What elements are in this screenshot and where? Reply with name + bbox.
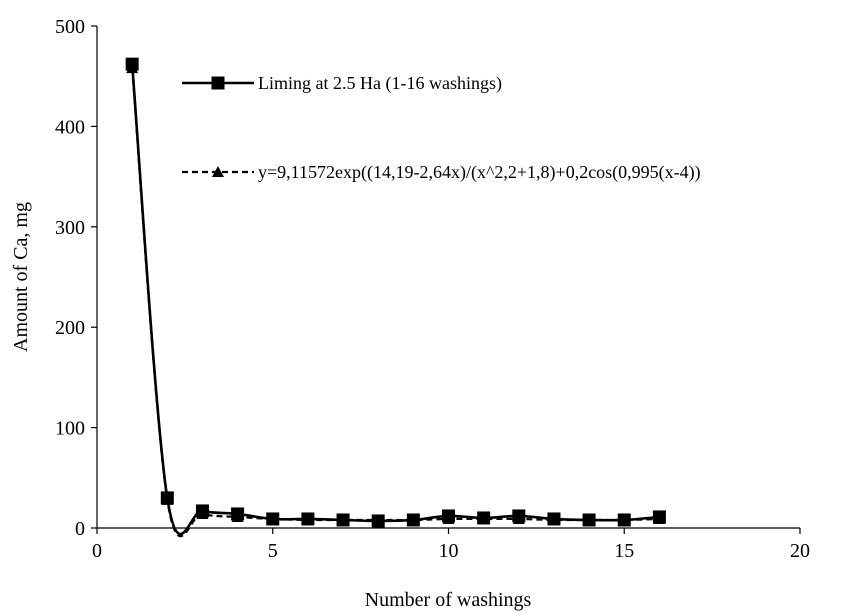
data-point-square	[652, 510, 666, 524]
legend-entry-fit: y=9,11572exp((14,19-2,64x)/(x^2,2+1,8)+0…	[182, 162, 701, 183]
x-tick-label: 15	[614, 540, 634, 562]
y-tick-label: 0	[75, 518, 85, 540]
legend-marker	[212, 166, 224, 177]
y-tick-label: 400	[55, 116, 85, 138]
data-point-square	[266, 512, 280, 526]
y-tick-label: 100	[55, 418, 85, 440]
y-tick-label: 500	[55, 16, 85, 38]
data-point-square	[336, 513, 350, 527]
data-point-square	[477, 511, 491, 525]
series-data	[125, 57, 666, 536]
data-point-square	[512, 509, 526, 523]
data-point-square	[406, 513, 420, 527]
legend-entry-data: Liming at 2.5 Ha (1-16 washings)	[182, 73, 502, 94]
legend-marker	[211, 76, 225, 90]
data-point-square	[125, 57, 139, 71]
data-point-square	[547, 512, 561, 526]
x-tick-label: 0	[92, 540, 102, 562]
data-point-square	[582, 513, 596, 527]
data-point-square	[160, 491, 174, 505]
data-point-square	[231, 507, 245, 521]
series-layer	[125, 57, 666, 538]
data-point-square	[195, 504, 209, 518]
data-point-square	[617, 513, 631, 527]
fit-line	[131, 68, 660, 538]
x-axis-title: Number of washings	[365, 589, 532, 611]
x-tick-label: 5	[268, 540, 278, 562]
data-point-square	[442, 509, 455, 523]
x-tick-label: 10	[439, 540, 459, 562]
y-tick-label: 300	[55, 217, 85, 239]
series-fit	[126, 62, 666, 538]
data-line	[130, 64, 660, 536]
legend-label: y=9,11572exp((14,19-2,64x)/(x^2,2+1,8)+0…	[258, 162, 701, 183]
data-point-square	[301, 512, 315, 526]
x-tick-label: 20	[790, 540, 810, 562]
data-point-square	[371, 514, 385, 528]
y-axis-title: Amount of Ca, mg	[10, 202, 32, 352]
y-tick-label: 200	[55, 317, 85, 339]
legend-label: Liming at 2.5 Ha (1-16 washings)	[258, 73, 502, 94]
legend: Liming at 2.5 Ha (1-16 washings) y=9,1157…	[182, 73, 701, 183]
